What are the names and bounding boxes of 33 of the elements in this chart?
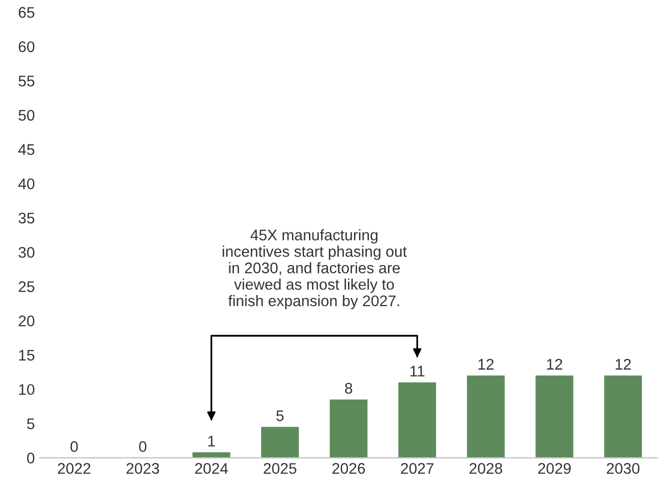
y-tick-label: 10 <box>19 384 34 395</box>
y-tick-label: 0 <box>27 452 34 464</box>
y-tick-label: 5 <box>27 418 34 430</box>
y-tick-label: 60 <box>18 41 34 52</box>
y-tick-label: 50 <box>18 110 34 121</box>
y-tick-label: 45 <box>18 144 34 155</box>
x-tick-label: 2025 <box>264 463 296 474</box>
data-label: 12 <box>478 358 494 370</box>
y-tick-label: 30 <box>18 246 34 258</box>
x-tick-label: 2026 <box>332 463 365 474</box>
y-tick-label: 25 <box>18 281 34 292</box>
data-label: 8 <box>345 382 352 394</box>
y-tick-label: 40 <box>18 178 34 190</box>
data-label: 11 <box>410 366 424 376</box>
data-label: 1 <box>208 436 215 446</box>
x-tick-label: 2029 <box>538 463 571 474</box>
data-label: 0 <box>70 441 78 452</box>
x-tick-label: 2024 <box>195 463 228 474</box>
y-tick-label: 15 <box>19 350 34 361</box>
data-label: 0 <box>139 441 146 452</box>
x-tick-label: 2030 <box>606 463 640 474</box>
y-tick-label: 65 <box>18 7 34 18</box>
x-tick-label: 2023 <box>126 463 160 474</box>
data-label: 5 <box>276 410 284 422</box>
x-tick-label: 2028 <box>470 463 502 474</box>
x-tick-label: 2027 <box>400 463 434 474</box>
x-tick-label: 2022 <box>58 463 90 474</box>
annotation: 45X manufacturing incentives start phasing out in 2030, and factories are viewed as most likely to finish expansion by 2027. <box>222 229 407 310</box>
data-label: 12 <box>547 358 562 370</box>
y-tick-label: 20 <box>18 316 34 326</box>
data-label: 12 <box>616 358 631 370</box>
y-tick-label: 35 <box>18 212 34 224</box>
y-tick-label: 55 <box>18 76 34 86</box>
